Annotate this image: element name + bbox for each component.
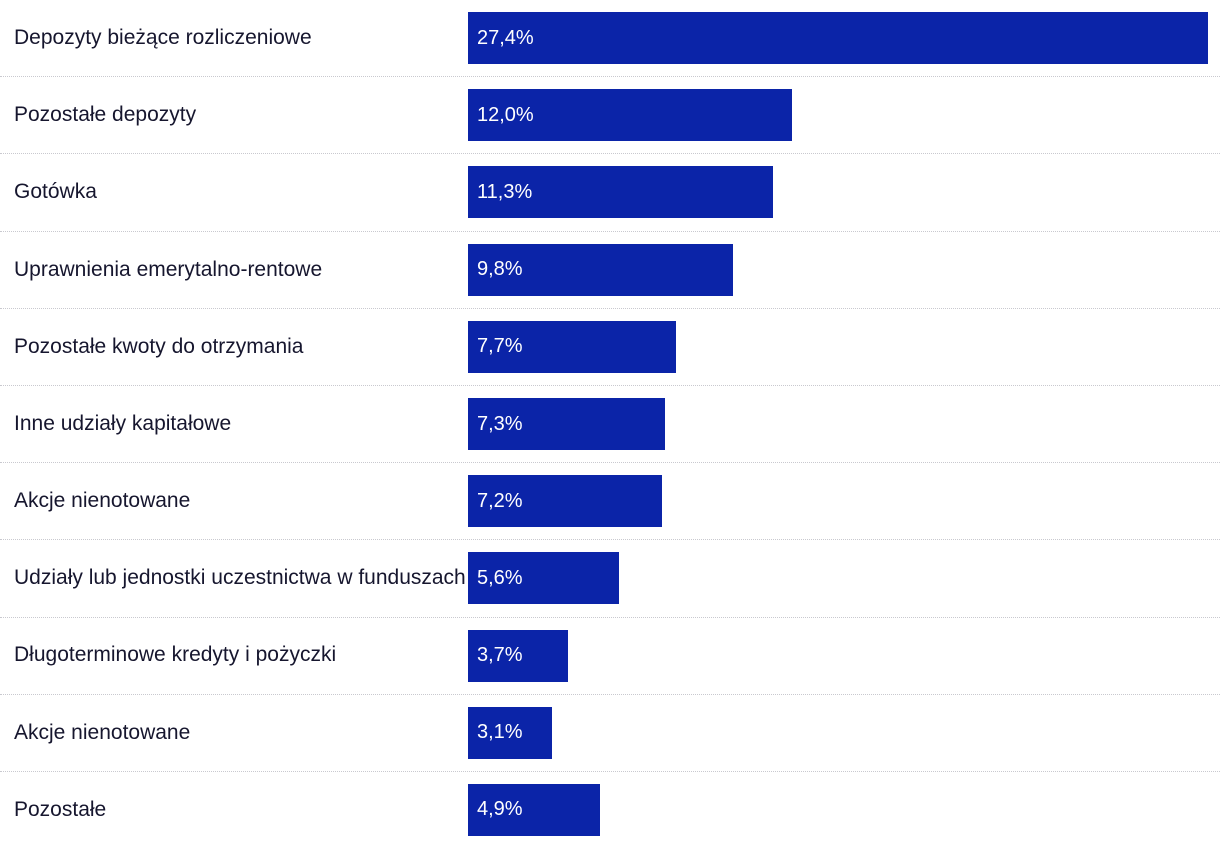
value-label: 3,7% <box>477 644 523 667</box>
value-label: 4,9% <box>477 798 523 821</box>
bar-area: 7,3% <box>468 398 1208 451</box>
bar-area: 7,7% <box>468 320 1208 373</box>
bar-area: 11,3% <box>468 166 1208 219</box>
bar: 5,6% <box>468 552 620 605</box>
chart-row: Uprawnienia emerytalno-rentowe 9,8% <box>0 230 1220 308</box>
bar-area: 3,1% <box>468 706 1208 759</box>
chart-row: Pozostałe 4,9% <box>0 770 1220 848</box>
category-label: Gotówka <box>14 180 97 204</box>
value-label: 7,7% <box>477 335 523 358</box>
value-label: 12,0% <box>477 103 534 126</box>
bar: 7,3% <box>468 398 666 451</box>
chart-row: Pozostałe kwoty do otrzymania 7,7% <box>0 307 1220 385</box>
value-label: 7,2% <box>477 489 523 512</box>
bar: 27,4% <box>468 12 1208 65</box>
category-label: Akcje nienotowane <box>14 720 191 744</box>
value-label: 3,1% <box>477 721 523 744</box>
category-label: Akcje nienotowane <box>14 489 191 513</box>
bar-area: 9,8% <box>468 243 1208 296</box>
chart-row: Pozostałe depozyty 12,0% <box>0 76 1220 153</box>
category-label: Pozostałe kwoty do otrzymania <box>14 334 304 358</box>
value-label: 27,4% <box>477 26 534 49</box>
value-label: 11,3% <box>477 180 533 203</box>
category-label: Depozyty bieżące rozliczeniowe <box>14 25 312 49</box>
bar-area: 12,0% <box>468 89 1208 142</box>
bar: 12,0% <box>468 89 793 142</box>
chart-row: Gotówka 11,3% <box>0 153 1220 230</box>
bar: 4,9% <box>468 783 601 836</box>
chart-row: Długoterminowe kredyty i pożyczki 3,7% <box>0 616 1220 694</box>
bar-area: 4,9% <box>468 783 1208 836</box>
bar-area: 5,6% <box>468 552 1208 605</box>
category-label: Inne udziały kapitałowe <box>14 411 232 435</box>
bar: 7,2% <box>468 475 663 528</box>
bar-area: 7,2% <box>468 475 1208 528</box>
chart-row: Akcje nienotowane 3,1% <box>0 693 1220 771</box>
value-label: 7,3% <box>477 412 523 435</box>
category-label: Uprawnienia emerytalno-rentowe <box>14 257 323 281</box>
chart-row: Udziały lub jednostki uczestnictwa w fun… <box>0 539 1220 616</box>
chart-row: Akcje nienotowane 7,2% <box>0 462 1220 539</box>
bar: 7,7% <box>468 320 676 373</box>
bar-area: 3,7% <box>468 629 1208 682</box>
category-label: Udziały lub jednostki uczestnictwa w fun… <box>14 566 466 590</box>
bar-area: 27,4% <box>468 12 1208 65</box>
category-label: Pozostałe depozyty <box>14 103 197 127</box>
bar: 11,3% <box>468 166 774 219</box>
value-label: 5,6% <box>477 566 523 589</box>
bar: 3,1% <box>468 706 552 759</box>
bar: 9,8% <box>468 243 733 296</box>
bar: 3,7% <box>468 629 568 682</box>
chart-row: Inne udziały kapitałowe 7,3% <box>0 384 1220 462</box>
chart-row: Depozyty bieżące rozliczeniowe 27,4% <box>0 0 1220 76</box>
category-label: Długoterminowe kredyty i pożyczki <box>14 643 337 667</box>
value-label: 9,8% <box>477 258 523 281</box>
category-label: Pozostałe <box>14 797 107 821</box>
